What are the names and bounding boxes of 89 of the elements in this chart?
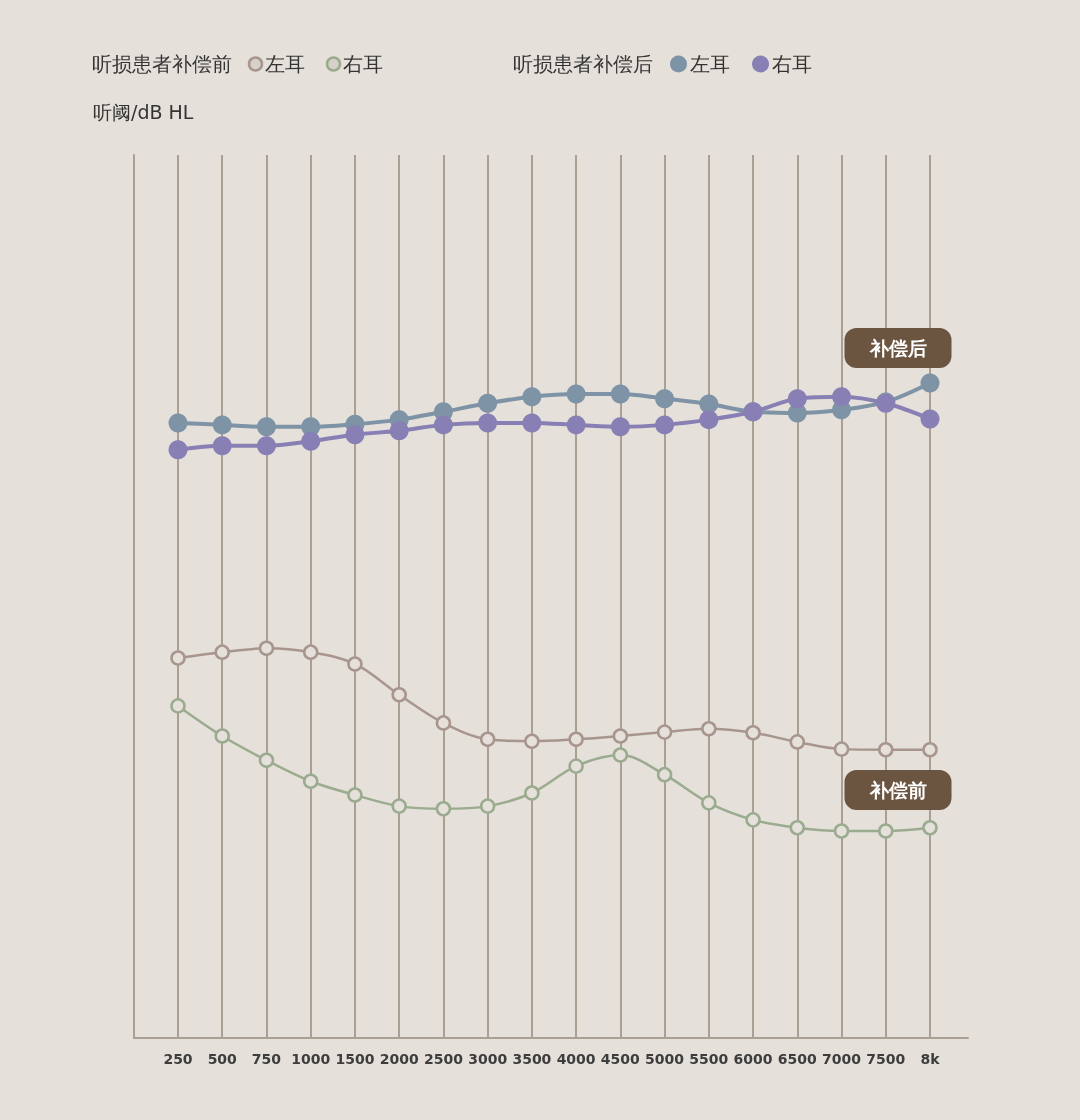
point: [168, 413, 188, 433]
point: [789, 734, 806, 750]
text: 听损患者补偿后: [513, 52, 653, 76]
point: [656, 766, 673, 783]
point: [610, 384, 630, 404]
legend-label: 右耳: [772, 52, 812, 76]
point: [745, 812, 761, 828]
point: [656, 724, 673, 740]
x-tick-label: 750: [251, 1051, 282, 1067]
point: [789, 819, 806, 836]
point: [478, 413, 498, 433]
point: [655, 389, 675, 409]
x-tick-label: 8k: [920, 1051, 941, 1067]
x-tick-label: 500: [207, 1051, 238, 1067]
point: [566, 415, 586, 435]
point: [389, 421, 409, 441]
annotation: 补偿前: [868, 779, 927, 801]
point: [522, 413, 542, 433]
x-tick-label: 6500: [777, 1051, 818, 1067]
point: [435, 800, 452, 817]
text: 听损患者补偿前: [92, 52, 232, 76]
point: [612, 728, 629, 744]
point: [610, 417, 630, 437]
x-tick-label: 3500: [512, 1051, 552, 1067]
point: [878, 823, 894, 839]
point: [433, 415, 453, 435]
point: [435, 715, 452, 731]
point: [212, 415, 232, 435]
point: [920, 409, 940, 429]
point: [655, 415, 675, 435]
point: [302, 773, 319, 789]
point: [258, 640, 275, 656]
point: [301, 431, 321, 451]
x-tick-label: 1000: [291, 1051, 331, 1067]
point: [256, 436, 276, 456]
point: [170, 698, 186, 714]
legend-label: 左耳: [690, 52, 730, 76]
point: [833, 823, 850, 839]
point: [478, 393, 498, 413]
point: [168, 440, 188, 460]
point: [701, 721, 717, 737]
point: [787, 389, 807, 409]
point: [170, 650, 186, 666]
point: [701, 795, 717, 811]
point: [878, 742, 894, 758]
x-tick-label: 4000: [556, 1051, 596, 1067]
x-tick-label: 4500: [600, 1051, 641, 1067]
point: [479, 731, 496, 748]
point: [922, 742, 938, 758]
point: [302, 644, 319, 660]
point: [745, 725, 761, 741]
point: [922, 819, 938, 836]
point: [212, 436, 232, 456]
point: [920, 373, 940, 393]
x-tick-label: 3000: [468, 1051, 508, 1067]
point: [699, 410, 719, 430]
point: [391, 687, 407, 703]
point: [258, 752, 275, 769]
point: [568, 758, 584, 774]
point: [566, 384, 586, 404]
point: [214, 728, 230, 744]
x-tick-label: 5500: [689, 1051, 729, 1067]
legend-label: 右耳: [343, 52, 383, 76]
x-tick-label: 7500: [866, 1051, 906, 1067]
x-tick-label: 5000: [645, 1051, 685, 1067]
point: [612, 747, 629, 763]
x-tick-label: 2500: [423, 1051, 464, 1067]
point: [391, 798, 407, 814]
x-tick-label: 7000: [822, 1051, 862, 1067]
point: [479, 798, 496, 814]
text: 补偿后: [868, 337, 927, 359]
legend-label: 左耳: [265, 52, 305, 76]
point: [524, 733, 540, 750]
text: 听阈/dB HL: [93, 101, 194, 123]
point: [347, 787, 363, 803]
point: [568, 731, 584, 748]
point: [345, 425, 365, 445]
point: [833, 741, 850, 757]
point: [214, 644, 230, 660]
x-tick-label: 250: [163, 1051, 193, 1067]
x-tick-label: 6000: [733, 1051, 773, 1067]
point: [832, 387, 852, 407]
point: [699, 394, 719, 414]
point: [524, 785, 540, 801]
x-tick-label: 1500: [335, 1051, 375, 1067]
point: [347, 656, 363, 672]
point: [522, 387, 542, 407]
x-tick-label: 2000: [379, 1051, 419, 1067]
point: [256, 417, 276, 437]
